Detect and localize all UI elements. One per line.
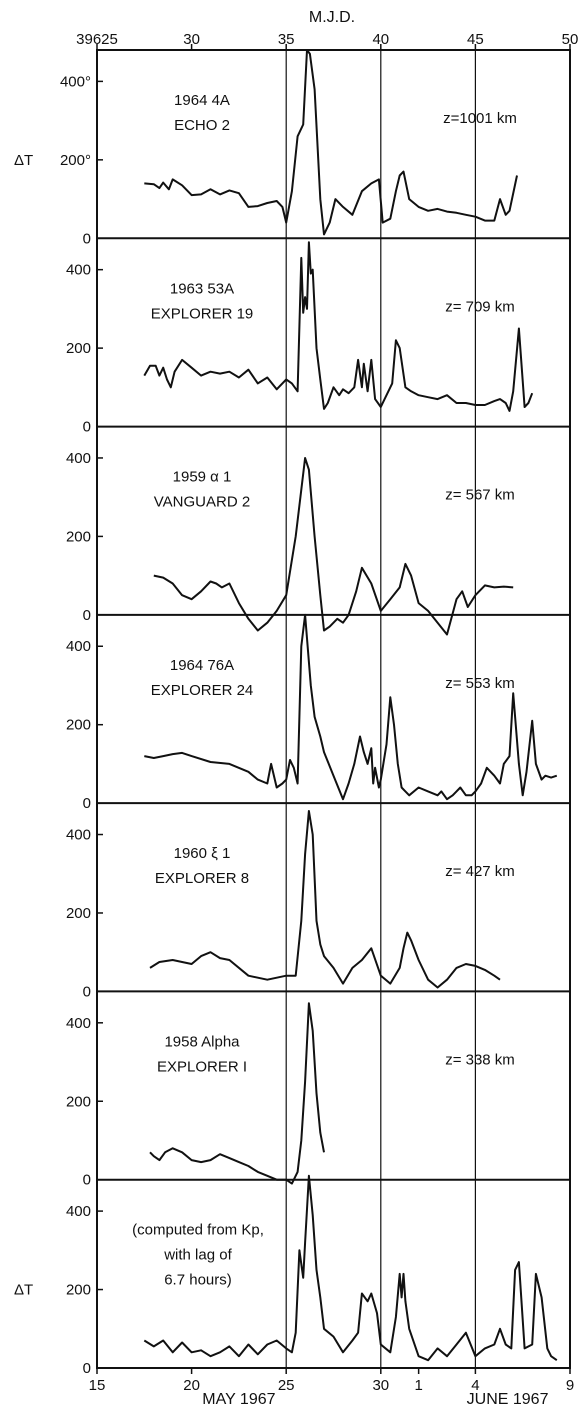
y-tick-label: 400 xyxy=(66,450,91,467)
plot-frame xyxy=(96,49,571,1369)
y-tick-label: 200 xyxy=(66,717,91,734)
series-line xyxy=(149,810,501,989)
top-tick-label: 45 xyxy=(467,31,484,48)
satellite-name: VANGUARD 2 xyxy=(154,494,250,511)
series-line xyxy=(149,1002,325,1185)
satellite-designation: 1959 α 1 xyxy=(173,469,232,486)
series-line xyxy=(143,241,534,412)
satellite-name: ECHO 2 xyxy=(174,117,230,134)
panel-3: 0 200 400 1959 α 1 VANGUARD 2 z= 567 km xyxy=(66,450,570,636)
satellite-designation: 1963 53A xyxy=(170,280,234,297)
satellite-designation: 1960 ξ 1 xyxy=(174,845,231,862)
series-line xyxy=(143,1174,558,1362)
altitude-label: z= 553 km xyxy=(445,675,515,692)
top-tick-label: 35 xyxy=(278,31,295,48)
series-line xyxy=(144,613,558,801)
y-tick-label: 200° xyxy=(60,152,91,169)
panel-5: 0 200 400 1960 ξ 1 EXPLORER 8 z= 427 km xyxy=(66,810,570,1000)
y-tick-label: 200 xyxy=(66,1282,91,1299)
series-line xyxy=(153,457,514,636)
bottom-tick-label: 30 xyxy=(372,1377,389,1394)
top-axis-mjd: M.J.D. 39625 30 35 40 45 50 xyxy=(76,9,578,50)
bottom-tick-label: 20 xyxy=(183,1377,200,1394)
bottom-tick-label: 9 xyxy=(566,1377,574,1394)
top-tick-label: 39625 xyxy=(76,31,118,48)
y-tick-label: 400° xyxy=(60,73,91,90)
y-tick-label: 200 xyxy=(66,1093,91,1110)
y-tick-label: 400 xyxy=(66,1203,91,1220)
satellite-designation: 1964 4A xyxy=(174,92,230,109)
top-tick-label: 30 xyxy=(183,31,200,48)
y-tick-label: 0 xyxy=(83,230,91,247)
y-tick-label: 0 xyxy=(83,419,91,436)
y-tick-label: 400 xyxy=(66,1015,91,1032)
y-tick-label: 0 xyxy=(83,1360,91,1377)
bottom-tick-label: 25 xyxy=(278,1377,295,1394)
y-axis-label: ΔT xyxy=(14,152,33,169)
satellite-name: EXPLORER 8 xyxy=(155,870,249,887)
panel-1: 0 200° 400° ΔT 1964 4A ECHO 2 z=1001 km xyxy=(14,49,570,247)
satellite-designation: (computed from Kp, xyxy=(132,1222,264,1239)
y-tick-label: 200 xyxy=(66,905,91,922)
y-tick-label: 400 xyxy=(66,827,91,844)
altitude-label: z=1001 km xyxy=(443,110,517,127)
altitude-label: z= 567 km xyxy=(445,487,515,504)
altitude-label: z= 338 km xyxy=(445,1051,515,1068)
y-tick-label: 400 xyxy=(66,638,91,655)
series-line xyxy=(144,49,518,236)
y-tick-label: 400 xyxy=(66,262,91,279)
month-label: JUNE 1967 xyxy=(467,1391,549,1408)
y-tick-label: 0 xyxy=(83,1172,91,1189)
panel-2: 0 200 400 1963 53A EXPLORER 19 z= 709 km xyxy=(66,241,570,436)
panel-6: 0 200 400 1958 Alpha EXPLORER I z= 338 km xyxy=(66,1002,570,1189)
bottom-tick-label: 1 xyxy=(414,1377,422,1394)
y-tick-label: 200 xyxy=(66,340,91,357)
y-axis-label: ΔT xyxy=(14,1282,33,1299)
y-tick-label: 0 xyxy=(83,795,91,812)
y-tick-label: 200 xyxy=(66,528,91,545)
bottom-tick-label: 4 xyxy=(471,1377,479,1394)
y-tick-label: 0 xyxy=(83,983,91,1000)
bottom-tick-label: 15 xyxy=(89,1377,106,1394)
satellite-name: with lag of xyxy=(163,1247,232,1264)
satellite-designation: 1964 76A xyxy=(170,657,234,674)
altitude-label: z= 427 km xyxy=(445,863,515,880)
y-tick-label: 0 xyxy=(83,607,91,624)
top-axis-title: M.J.D. xyxy=(309,9,355,26)
top-tick-label: 40 xyxy=(372,31,389,48)
satellite-name: EXPLORER 19 xyxy=(151,305,254,322)
satellite-name: EXPLORER I xyxy=(157,1058,247,1075)
top-tick-label: 50 xyxy=(562,31,579,48)
satellite-note: 6.7 hours) xyxy=(164,1272,232,1289)
satellite-name: EXPLORER 24 xyxy=(151,682,254,699)
satellite-designation: 1958 Alpha xyxy=(164,1033,240,1050)
bottom-axis-dates: 15 20 25 30 1 4 9 MAY 1967 JUNE 1967 xyxy=(89,1368,574,1408)
month-label: MAY 1967 xyxy=(202,1391,275,1408)
altitude-label: z= 709 km xyxy=(445,298,515,315)
panel-4: 0 200 400 1964 76A EXPLORER 24 z= 553 km xyxy=(66,613,570,812)
